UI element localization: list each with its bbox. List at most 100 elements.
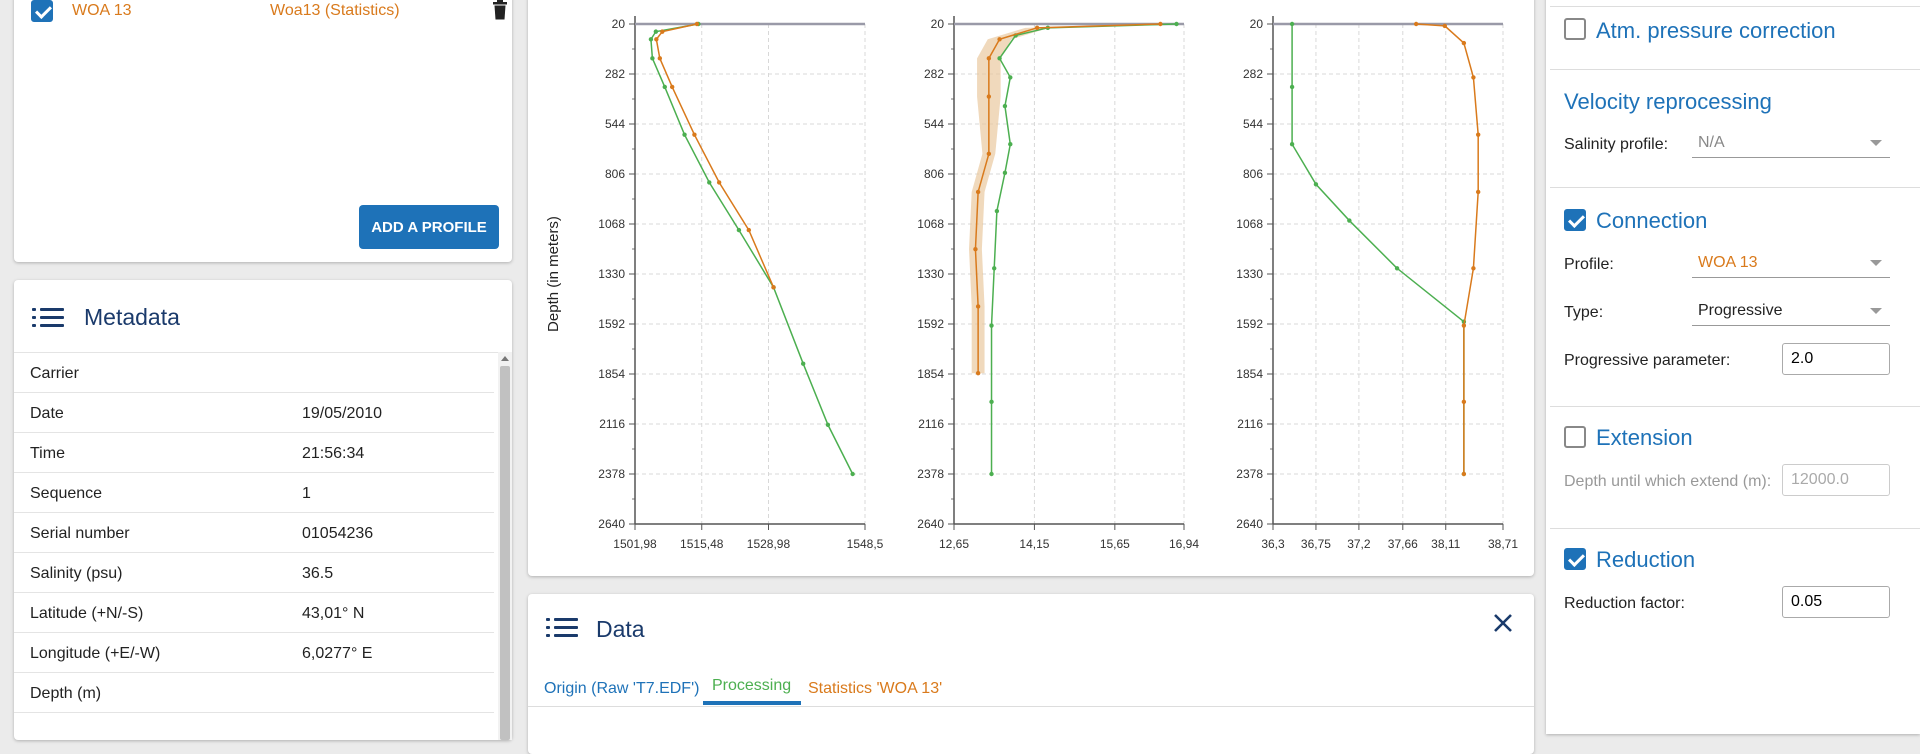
reduction-factor-input[interactable] — [1782, 586, 1890, 618]
y-tick-label: 1854 — [1236, 367, 1263, 381]
data-point — [1471, 75, 1476, 80]
table-row: Serial number 01054236 — [14, 513, 494, 553]
salinity-select[interactable]: N/A — [1692, 128, 1890, 158]
data-point — [1008, 142, 1013, 147]
x-tick-label: 15,65 — [1100, 537, 1130, 551]
row-value: 19/05/2010 — [302, 405, 383, 422]
x-tick-label: 16,94 — [1169, 537, 1199, 551]
data-title: Data — [596, 616, 645, 642]
data-point — [669, 84, 675, 90]
row-key: Time — [30, 445, 65, 462]
y-tick-label: 20 — [612, 17, 626, 31]
divider — [1550, 6, 1920, 7]
scroll-up-arrow[interactable] — [501, 356, 509, 361]
x-tick-label: 36,75 — [1301, 537, 1331, 551]
x-tick-label: 12,65 — [939, 537, 969, 551]
table-row: Carrier — [14, 353, 494, 393]
y-tick-label: 806 — [605, 167, 625, 181]
data-point — [1475, 189, 1481, 195]
data-point — [986, 151, 992, 156]
metadata-table: Carrier Date 19/05/2010 Time 21:56:34 Sequ… — [14, 352, 498, 732]
metadata-scrollbar[interactable] — [498, 352, 512, 740]
table-row: Sequence 1 — [14, 473, 494, 513]
x-tick-label: 38,11 — [1431, 537, 1460, 551]
data-point — [653, 29, 659, 34]
connection-profile-select[interactable]: WOA 13 — [1692, 248, 1890, 278]
data-point — [694, 21, 700, 27]
data-point — [657, 56, 663, 61]
row-value: 6,0277° E — [302, 645, 373, 662]
tab-statistics[interactable]: Statistics 'WOA 13' — [808, 680, 943, 697]
x-tick-label: 36,3 — [1261, 537, 1285, 551]
salinity-value: N/A — [1698, 134, 1725, 151]
data-point — [825, 422, 831, 427]
data-point — [997, 37, 1002, 42]
tab-origin[interactable]: Origin (Raw 'T7.EDF') — [544, 680, 700, 697]
reduction-factor-label: Reduction factor: — [1564, 595, 1685, 612]
extension-depth-input[interactable] — [1782, 464, 1890, 496]
data-point — [1313, 182, 1319, 187]
series-line — [1291, 24, 1465, 474]
series-line — [650, 23, 854, 475]
y-tick-label: 2116 — [1237, 417, 1263, 431]
table-row: Longitude (+E/-W) 6,0277° E — [14, 633, 494, 673]
row-key: Depth (m) — [30, 685, 102, 702]
y-tick-label: 282 — [605, 67, 625, 81]
y-tick-label: 544 — [1243, 117, 1263, 131]
data-point — [975, 189, 981, 195]
data-point — [654, 37, 659, 42]
data-point — [992, 266, 997, 271]
x-tick-label: 1548,5 — [847, 537, 884, 551]
row-value: 36.5 — [302, 565, 334, 582]
tab-processing[interactable]: Processing — [712, 677, 792, 694]
add-profile-button[interactable]: ADD A PROFILE — [359, 205, 499, 249]
progressive-param-input[interactable] — [1782, 343, 1890, 375]
data-point — [994, 208, 1000, 214]
y-tick-label: 1330 — [917, 267, 944, 281]
atm-pressure-label: Atm. pressure correction — [1596, 18, 1836, 43]
list-icon — [32, 306, 66, 330]
y-tick-label: 1068 — [598, 217, 625, 231]
data-point — [736, 227, 742, 233]
data-point — [1034, 25, 1040, 31]
y-tick-label: 806 — [1243, 167, 1263, 181]
reduction-label: Reduction — [1596, 547, 1696, 572]
scroll-thumb[interactable] — [500, 366, 510, 740]
atm-pressure-checkbox[interactable] — [1564, 18, 1586, 40]
chevron-down-icon — [1870, 308, 1882, 314]
data-point — [975, 304, 981, 309]
trash-icon[interactable] — [492, 0, 508, 20]
data-point — [1475, 132, 1481, 137]
y-tick-label: 2116 — [599, 417, 625, 431]
data-point — [989, 323, 994, 328]
data-point — [746, 227, 752, 233]
row-key: Latitude (+N/-S) — [30, 605, 144, 622]
data-point — [662, 84, 667, 90]
y-tick-label: 1592 — [1236, 317, 1263, 331]
connection-type-label: Type: — [1564, 304, 1604, 321]
table-row: Depth (m) — [14, 673, 494, 713]
reduction-checkbox[interactable] — [1564, 548, 1586, 570]
data-point — [1347, 218, 1352, 223]
series-line — [974, 23, 1161, 374]
row-value: 43,01° N — [302, 605, 365, 622]
data-point — [1289, 21, 1295, 27]
connection-checkbox[interactable] — [1564, 209, 1586, 231]
y-tick-label: 544 — [924, 117, 944, 131]
extension-checkbox[interactable] — [1564, 426, 1586, 448]
x-tick-label: 14,15 — [1019, 537, 1049, 551]
connection-type-select[interactable]: Progressive — [1692, 296, 1890, 326]
row-key: Carrier — [30, 365, 79, 382]
divider — [1550, 69, 1920, 70]
series-line — [655, 23, 775, 288]
data-point — [989, 399, 994, 405]
profiles-card: WOA 13 Woa13 (Statistics) ADD A PROFILE — [14, 0, 512, 262]
data-point — [707, 180, 712, 185]
data-point — [1461, 471, 1467, 477]
row-key: Longitude (+E/-W) — [30, 645, 161, 662]
y-tick-label: 1068 — [1236, 217, 1263, 231]
profile-checkbox[interactable] — [31, 0, 53, 22]
close-icon[interactable] — [1492, 612, 1514, 634]
salinity-label: Salinity profile: — [1564, 136, 1669, 153]
data-point — [973, 246, 978, 252]
